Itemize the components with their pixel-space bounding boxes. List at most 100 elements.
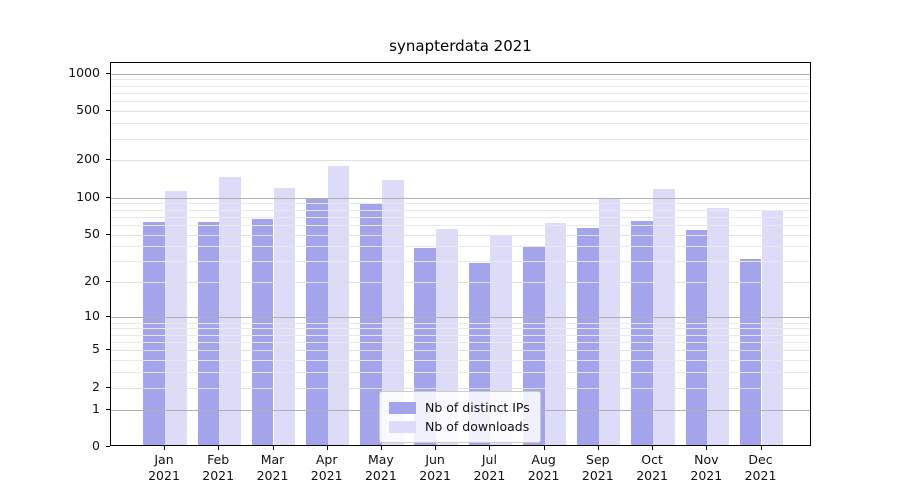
gridline-minor bbox=[111, 92, 810, 94]
bar-distinct-ips bbox=[739, 259, 762, 445]
x-tick-label: Aug 2021 bbox=[527, 452, 560, 483]
x-tick-label: May 2021 bbox=[364, 452, 397, 483]
bar-distinct-ips bbox=[631, 221, 654, 445]
bar-distinct-ips bbox=[360, 204, 382, 445]
x-tick-mark bbox=[597, 446, 599, 450]
y-tick-mark bbox=[106, 110, 110, 111]
y-tick-mark bbox=[106, 316, 110, 318]
bar-downloads bbox=[544, 222, 567, 445]
y-tick-label: 1000 bbox=[68, 64, 100, 80]
chart-legend: Nb of distinct IPs Nb of downloads bbox=[379, 391, 541, 443]
bar-downloads bbox=[761, 210, 784, 445]
chart-title: synapterdata 2021 bbox=[389, 37, 532, 55]
bar-distinct-ips bbox=[197, 221, 220, 445]
y-tick-label: 1 bbox=[92, 400, 100, 416]
gridline-labeled bbox=[111, 282, 810, 284]
bar-downloads bbox=[273, 187, 296, 445]
gridline-major bbox=[111, 73, 810, 75]
y-tick-label: 20 bbox=[84, 273, 100, 289]
y-tick-label: 2 bbox=[92, 378, 100, 394]
gridline-minor bbox=[111, 224, 810, 226]
gridline-labeled bbox=[111, 111, 810, 112]
y-tick-mark bbox=[106, 72, 110, 74]
gridline-minor bbox=[111, 372, 810, 374]
gridline-minor bbox=[111, 203, 810, 205]
gridline-minor bbox=[111, 322, 810, 324]
x-tick-mark bbox=[218, 446, 220, 450]
x-tick-mark bbox=[706, 446, 708, 450]
bar-downloads bbox=[707, 207, 729, 445]
bar-distinct-ips bbox=[251, 219, 274, 445]
gridline-minor bbox=[111, 246, 810, 248]
gridline-minor bbox=[111, 209, 810, 211]
y-tick-label: 50 bbox=[84, 225, 100, 241]
bar-downloads bbox=[598, 198, 621, 445]
y-tick-mark bbox=[106, 408, 110, 410]
gridline-minor bbox=[111, 101, 810, 103]
gridline-labeled bbox=[111, 350, 810, 352]
gridline-minor bbox=[111, 328, 810, 330]
gridline-minor bbox=[111, 341, 810, 343]
x-tick-mark bbox=[760, 446, 762, 450]
y-tick-label: 100 bbox=[76, 188, 100, 204]
legend-swatch-distinct-ips bbox=[389, 401, 416, 414]
x-tick-mark bbox=[435, 446, 437, 450]
gridline-minor bbox=[111, 216, 810, 218]
legend-label-distinct-ips: Nb of distinct IPs bbox=[425, 400, 530, 415]
x-tick-mark bbox=[543, 446, 545, 450]
legend-swatch-downloads bbox=[389, 420, 416, 433]
x-tick-label: Mar 2021 bbox=[256, 452, 289, 483]
x-tick-mark bbox=[489, 446, 491, 450]
y-tick-label: 10 bbox=[84, 308, 100, 324]
bar-downloads bbox=[219, 177, 241, 445]
gridline-labeled bbox=[111, 160, 810, 162]
legend-item-distinct-ips: Nb of distinct IPs bbox=[389, 398, 530, 417]
y-tick-label: 5 bbox=[92, 341, 100, 357]
y-tick-mark bbox=[106, 446, 110, 447]
gridline-minor bbox=[111, 123, 810, 124]
x-tick-mark bbox=[164, 446, 165, 450]
y-tick-mark bbox=[106, 159, 110, 161]
gridline-minor bbox=[111, 360, 810, 361]
x-tick-mark bbox=[326, 446, 328, 450]
y-tick-mark bbox=[106, 196, 110, 198]
x-tick-label: Jul 2021 bbox=[473, 452, 506, 483]
gridline-minor bbox=[111, 79, 810, 81]
bar-downloads bbox=[653, 189, 675, 445]
legend-item-downloads: Nb of downloads bbox=[389, 417, 530, 436]
y-tick-mark bbox=[106, 349, 110, 351]
y-tick-mark bbox=[106, 281, 110, 283]
x-tick-label: Nov 2021 bbox=[690, 452, 723, 483]
y-tick-label: 500 bbox=[76, 102, 100, 117]
gridline-major bbox=[111, 317, 810, 319]
x-tick-label: Apr 2021 bbox=[310, 452, 343, 483]
gridline-minor bbox=[111, 334, 810, 336]
x-tick-label: Oct 2021 bbox=[636, 452, 668, 483]
y-tick-mark bbox=[106, 386, 110, 388]
gridline-minor bbox=[111, 261, 810, 263]
y-tick-label: 0 bbox=[92, 438, 100, 453]
x-tick-mark bbox=[380, 446, 382, 450]
gridline-labeled bbox=[111, 234, 810, 236]
x-tick-mark bbox=[272, 446, 274, 450]
gridline-minor bbox=[111, 85, 810, 87]
gridline-labeled bbox=[111, 387, 810, 389]
bar-distinct-ips bbox=[143, 221, 165, 445]
y-tick-label: 200 bbox=[76, 151, 100, 167]
plot-area: Nb of distinct IPs Nb of downloads bbox=[110, 62, 811, 446]
gridline-minor bbox=[111, 138, 810, 140]
bar-distinct-ips bbox=[685, 230, 708, 445]
x-tick-label: Feb 2021 bbox=[202, 452, 235, 483]
y-tick-mark bbox=[106, 233, 110, 235]
gridline-major bbox=[111, 197, 810, 199]
x-tick-label: Dec 2021 bbox=[744, 452, 777, 483]
legend-label-downloads: Nb of downloads bbox=[425, 419, 530, 434]
x-tick-label: Jan 2021 bbox=[148, 452, 180, 483]
bar-distinct-ips bbox=[306, 198, 328, 445]
x-tick-mark bbox=[652, 446, 654, 450]
x-tick-label: Jun 2021 bbox=[419, 452, 451, 483]
bar-downloads bbox=[381, 179, 404, 445]
x-tick-label: Sep 2021 bbox=[581, 452, 614, 483]
bar-downloads bbox=[327, 165, 350, 445]
